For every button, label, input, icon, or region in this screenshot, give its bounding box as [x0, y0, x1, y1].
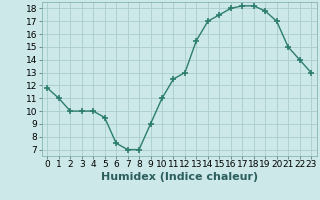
X-axis label: Humidex (Indice chaleur): Humidex (Indice chaleur): [100, 172, 258, 182]
